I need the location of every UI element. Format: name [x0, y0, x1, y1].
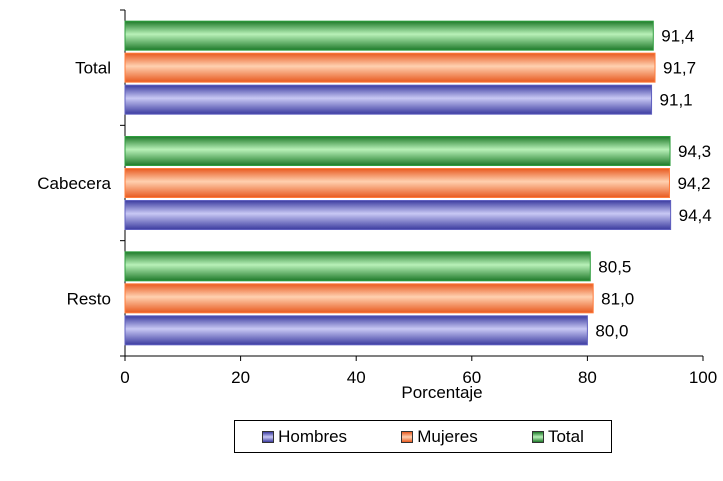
- legend-label-hombres: Hombres: [278, 426, 348, 446]
- data-label: 94,3: [678, 142, 711, 161]
- bar-hombres-resto: [124, 315, 588, 346]
- bar-total-cabecera: [124, 136, 671, 166]
- x-axis-title: Porcentaje: [401, 383, 482, 402]
- data-label: 91,7: [663, 59, 696, 78]
- legend-item-total: Total: [531, 426, 584, 447]
- bar-total-total: [124, 20, 654, 51]
- x-tick-label: 20: [231, 368, 250, 387]
- bar-mujeres-resto: [124, 283, 594, 314]
- data-label: 94,2: [677, 174, 710, 193]
- legend: Hombres Mujeres Total: [234, 420, 612, 453]
- bar-mujeres-total: [124, 52, 656, 83]
- data-label: 80,0: [595, 321, 628, 340]
- x-tick-label: 80: [578, 368, 597, 387]
- legend-swatch-total: [531, 430, 544, 443]
- x-tick-label: 0: [120, 368, 129, 387]
- legend-item-hombres: Hombres: [262, 427, 347, 447]
- data-label: 80,5: [598, 257, 631, 276]
- x-tick-label: 60: [462, 368, 481, 387]
- data-label: 91,4: [661, 27, 694, 46]
- bar-hombres-total: [124, 84, 653, 115]
- bar-total-resto: [124, 251, 591, 282]
- category-label: Total: [75, 59, 111, 78]
- x-tick-label: 40: [347, 368, 366, 387]
- legend-label-total: Total: [547, 426, 584, 446]
- data-label: 81,0: [601, 289, 634, 308]
- x-tick-label: 100: [689, 368, 717, 387]
- legend-swatch-hombres: [262, 430, 275, 443]
- bar-hombres-cabecera: [124, 200, 672, 230]
- labels: Total 91,4 91,7 91,1 Cabecera 94,3 94,2 94,4 Res…: [37, 27, 711, 341]
- category-label: Cabecera: [37, 174, 111, 193]
- axes: 0 20 40 60 80 100: [120, 9, 717, 387]
- legend-item-mujeres: Mujeres: [401, 426, 478, 447]
- data-label: 94,4: [679, 206, 712, 225]
- legend-label-mujeres: Mujeres: [417, 426, 478, 446]
- category-label: Resto: [67, 289, 111, 308]
- bar-mujeres-cabecera: [124, 168, 670, 198]
- bars: [124, 20, 672, 346]
- legend-swatch-mujeres: [401, 430, 414, 443]
- data-label: 91,1: [660, 91, 693, 110]
